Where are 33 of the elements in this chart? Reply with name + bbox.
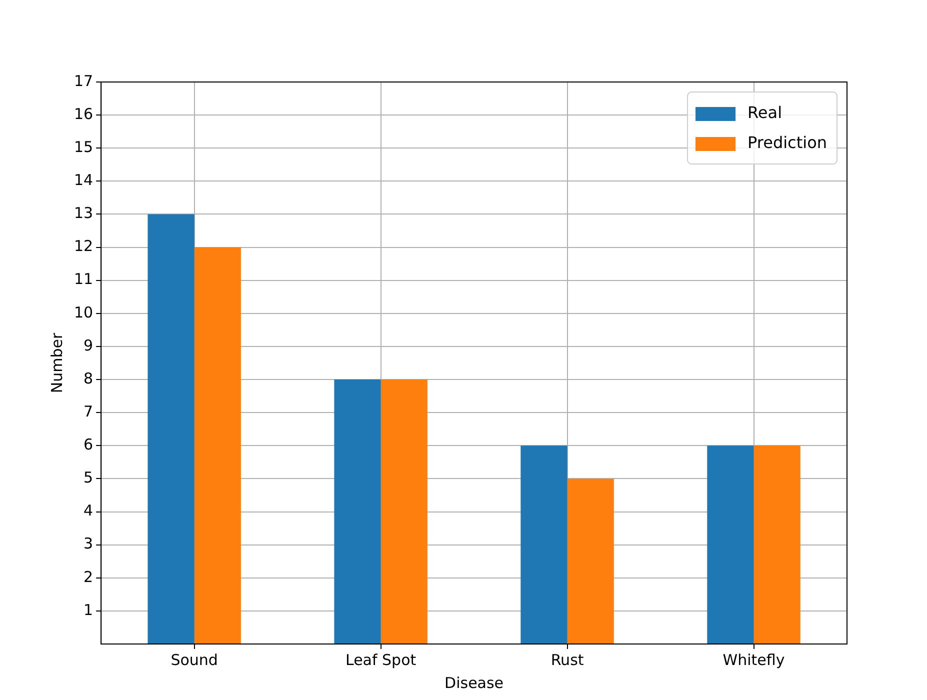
y-tick-label: 17 [74, 72, 94, 90]
bar [194, 247, 241, 644]
bar [380, 380, 428, 644]
y-tick-label: 2 [84, 568, 94, 586]
y-tick-label: 7 [84, 402, 94, 420]
y-tick-label: 8 [84, 369, 94, 388]
bar [520, 446, 568, 644]
y-tick-label: 1 [84, 600, 94, 619]
x-tick-label: Whitefly [722, 650, 785, 669]
bar [334, 380, 381, 644]
y-tick-label: 14 [74, 171, 94, 190]
y-tick-label: 15 [74, 138, 94, 156]
y-tick-label: 16 [74, 104, 94, 123]
y-tick-label: 4 [84, 502, 94, 520]
bar [707, 446, 754, 644]
y-tick-label: 6 [84, 436, 94, 454]
bar [148, 214, 194, 644]
y-tick-label: 12 [74, 237, 94, 256]
y-tick-label: 10 [74, 303, 94, 322]
legend-label: Real [748, 103, 782, 122]
bar [754, 446, 800, 644]
legend-label: Prediction [748, 133, 827, 152]
y-axis-title: Number [48, 332, 66, 394]
y-tick-label: 9 [84, 336, 94, 354]
x-tick-label: Sound [170, 650, 218, 669]
x-axis-title: Disease [444, 674, 504, 692]
x-tick-label: Leaf Spot [345, 650, 416, 669]
y-tick-label: 13 [74, 204, 94, 222]
y-tick-label: 11 [74, 270, 94, 288]
bar [567, 478, 614, 644]
y-tick-label: 3 [84, 534, 94, 553]
x-tick-label: Rust [550, 650, 584, 669]
y-tick-label: 5 [84, 468, 94, 487]
